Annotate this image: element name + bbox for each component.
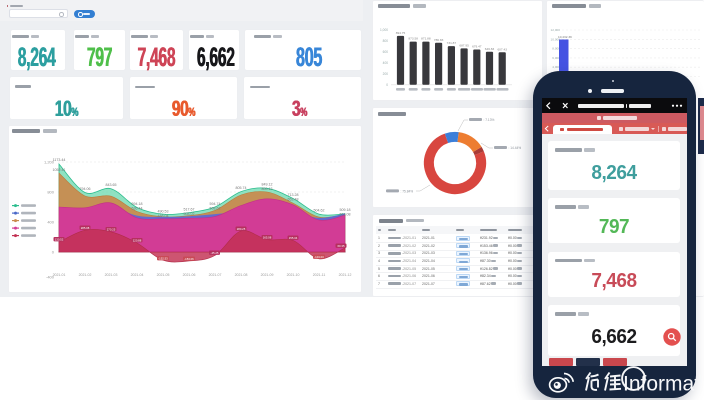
svg-text:: 75.84%: : 75.84%	[401, 190, 414, 194]
svg-text:Informat: Informat	[623, 373, 696, 396]
svg-text:2021-01: 2021-01	[53, 273, 66, 277]
svg-text:501.08: 501.08	[340, 213, 351, 217]
svg-text:: 14.44%: : 14.44%	[509, 146, 522, 150]
svg-text:679.47: 679.47	[472, 45, 482, 49]
svg-text:0: 0	[386, 83, 388, 87]
svg-text:2021-03: 2021-03	[105, 273, 118, 277]
svg-text:165.08: 165.08	[263, 235, 272, 239]
svg-text:130.52: 130.52	[55, 237, 64, 241]
svg-text:1,200: 1,200	[44, 160, 55, 165]
svg-text:280.25: 280.25	[237, 227, 246, 231]
svg-text:594.18: 594.18	[132, 202, 143, 206]
svg-text:805.74: 805.74	[236, 186, 247, 190]
svg-text:155.34: 155.34	[289, 236, 298, 240]
svg-text:0: 0	[52, 250, 55, 255]
svg-text:731.87: 731.87	[447, 41, 457, 45]
svg-text:652.48: 652.48	[288, 198, 299, 202]
svg-text:508.62: 508.62	[210, 207, 221, 211]
svg-text:871.88: 871.88	[421, 37, 431, 41]
svg-text:2021-12: 2021-12	[339, 273, 352, 277]
svg-text:508.02: 508.02	[184, 212, 195, 216]
svg-text:786.83: 786.83	[434, 38, 444, 42]
svg-text:849.12: 849.12	[262, 183, 273, 187]
svg-text:-153.06: -153.06	[184, 257, 194, 261]
svg-text:10,432.39: 10,432.39	[558, 35, 572, 39]
svg-text:800.13: 800.13	[262, 187, 273, 191]
svg-text:400: 400	[47, 220, 54, 225]
svg-text:843.65: 843.65	[106, 183, 117, 187]
svg-text:2021-10: 2021-10	[287, 273, 300, 277]
svg-text:-152.53: -152.53	[158, 256, 168, 260]
svg-text:509.18: 509.18	[340, 208, 351, 212]
svg-text:2021-04: 2021-04	[131, 273, 144, 277]
svg-text:2021-07: 2021-07	[209, 273, 222, 277]
svg-text:2021-06: 2021-06	[183, 273, 196, 277]
svg-text:490.53: 490.53	[158, 210, 169, 214]
svg-text:285.08: 285.08	[81, 226, 90, 230]
svg-text:687.95: 687.95	[459, 44, 469, 48]
svg-text:594.74: 594.74	[210, 202, 221, 206]
svg-text:4,000: 4,000	[552, 65, 560, 69]
svg-text:1052.41: 1052.41	[53, 168, 66, 172]
svg-text:-104.03: -104.03	[314, 255, 324, 259]
svg-text:607.43: 607.43	[497, 47, 507, 51]
svg-text:120.88: 120.88	[133, 238, 142, 242]
svg-text:2021-02: 2021-02	[79, 273, 92, 277]
svg-text:6,000: 6,000	[552, 56, 560, 60]
svg-text:200: 200	[383, 72, 389, 76]
svg-text:794.06: 794.06	[80, 187, 91, 191]
svg-text:-400: -400	[46, 275, 55, 280]
svg-text:504.62: 504.62	[314, 209, 325, 213]
svg-text:60.35: 60.35	[338, 244, 345, 248]
svg-text:270.25: 270.25	[107, 227, 116, 231]
svg-text:2021-08: 2021-08	[235, 273, 248, 277]
svg-text:2021-09: 2021-09	[261, 273, 274, 277]
svg-text:536.44: 536.44	[132, 207, 143, 211]
svg-text:8,000: 8,000	[552, 47, 560, 51]
svg-text:12,000: 12,000	[551, 28, 561, 32]
svg-text:1,000: 1,000	[380, 28, 388, 32]
svg-text:800: 800	[47, 190, 54, 195]
svg-text:600: 600	[383, 50, 389, 54]
svg-text:1173.44: 1173.44	[53, 158, 66, 162]
svg-text:: 7.13%: : 7.13%	[484, 118, 495, 122]
svg-text:488.04: 488.04	[158, 214, 169, 218]
svg-text:517.67: 517.67	[184, 208, 195, 212]
svg-text:400: 400	[383, 61, 389, 65]
svg-text:873.58: 873.58	[408, 37, 418, 41]
svg-text:713.28: 713.28	[288, 193, 299, 197]
svg-text:10,000: 10,000	[551, 37, 561, 41]
svg-text:894.75: 894.75	[396, 31, 406, 35]
svg-text:-45.25: -45.25	[211, 251, 219, 255]
svg-text:2021-05: 2021-05	[157, 273, 170, 277]
svg-text:646.83: 646.83	[485, 47, 495, 51]
svg-text:2021-11: 2021-11	[313, 273, 326, 277]
svg-text:800: 800	[383, 39, 389, 43]
